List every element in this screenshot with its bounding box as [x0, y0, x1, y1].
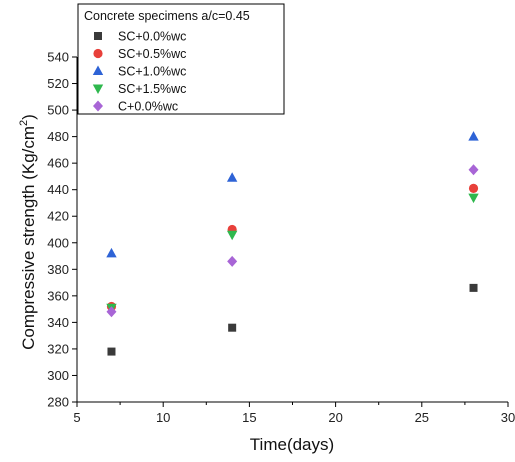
x-tick-label: 10 [156, 410, 170, 425]
legend-marker [92, 65, 104, 75]
legend-label: SC+0.5%wc [118, 47, 186, 61]
data-point [106, 247, 117, 258]
x-tick-label: 30 [501, 410, 515, 425]
y-tick-label: 320 [47, 341, 69, 356]
data-point [107, 347, 116, 356]
y-tick-label: 360 [47, 288, 69, 303]
y-tick-label: 460 [47, 156, 69, 171]
data-point [468, 131, 479, 141]
x-tick-label: 25 [415, 410, 429, 425]
data-point [469, 283, 478, 292]
y-axis-title-main: Compressive strength (Kg/cm [19, 126, 38, 350]
legend-title: Concrete specimens a/c=0.45 [84, 9, 250, 23]
y-tick-label: 300 [47, 368, 69, 383]
x-tick-label: 20 [328, 410, 342, 425]
y-tick-label: 340 [47, 315, 69, 330]
data-point [226, 172, 238, 182]
legend-marker [94, 32, 102, 40]
ticks: 5 10 15 20 25 30 280 300 320 340 360 380 400 420 440 46… [47, 50, 515, 426]
legend-label: SC+1.5%wc [118, 82, 186, 96]
y-tick-label: 540 [47, 50, 69, 65]
y-axis-title: Compressive strength (Kg/cm2) [18, 114, 38, 350]
y-axis-title-superscript: 2 [18, 120, 30, 126]
y-axis-title-close: ) [19, 114, 38, 120]
y-tick-label: 520 [47, 76, 69, 91]
y-tick-label: 420 [47, 209, 69, 224]
data-point [226, 230, 238, 241]
y-tick-label: 500 [47, 103, 69, 118]
data-points [106, 131, 479, 356]
legend-label: SC+1.0%wc [118, 65, 186, 79]
y-tick-label: 400 [47, 235, 69, 250]
legend-label: C+0.0%wc [118, 100, 178, 114]
y-tick-label: 280 [47, 395, 69, 410]
x-tick-label: 15 [242, 410, 256, 425]
legend: Concrete specimens a/c=0.45 SC+0.0%wcSC+… [77, 3, 285, 115]
y-tick-label: 380 [47, 262, 69, 277]
data-point [468, 193, 479, 204]
legend-label: SC+0.0%wc [118, 30, 186, 44]
x-axis-title: Time(days) [250, 435, 334, 454]
y-tick-label: 480 [47, 129, 69, 144]
data-point [468, 183, 479, 193]
data-point [228, 323, 237, 332]
data-point [106, 306, 117, 318]
legend-marker [93, 48, 103, 59]
legend-items: SC+0.0%wc SC+0.5%wc SC+1.0%wc SC+1.5%wc C+0.… [92, 30, 186, 114]
legend-marker [93, 100, 103, 112]
legend-marker [92, 84, 104, 94]
legend-box [77, 3, 285, 115]
data-point [468, 164, 479, 176]
x-tick-label: 5 [73, 410, 80, 425]
y-tick-label: 440 [47, 182, 69, 197]
data-point [227, 255, 238, 267]
